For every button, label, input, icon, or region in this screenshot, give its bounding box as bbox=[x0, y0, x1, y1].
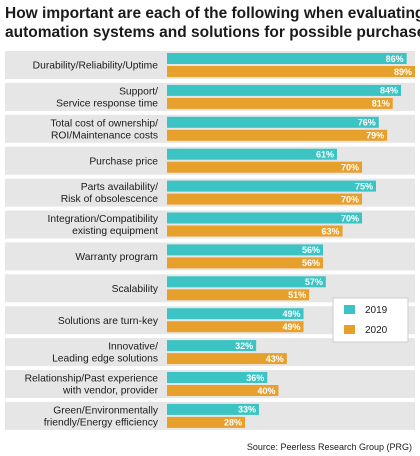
source-note: Source: Peerless Research Group (PRG) bbox=[247, 442, 412, 452]
legend-label-2019: 2019 bbox=[365, 305, 388, 316]
bar-2019 bbox=[167, 403, 259, 415]
chart-title-line-1: How important are each of the following … bbox=[5, 5, 420, 22]
legend-label-2020: 2020 bbox=[365, 325, 388, 336]
category-row: Durability/Reliability/Uptime 86% 89% bbox=[5, 51, 415, 79]
category-label: Total cost of ownership/ bbox=[50, 118, 158, 129]
category-label: Solutions are turn-key bbox=[58, 316, 159, 327]
value-label-2019: 76% bbox=[358, 118, 376, 128]
value-label-2019: 75% bbox=[355, 181, 373, 191]
category-label: Leading edge solutions bbox=[52, 354, 158, 365]
value-label-2019: 86% bbox=[386, 54, 404, 64]
category-row: Warranty program 56% 56% bbox=[5, 242, 415, 271]
category-label: Innovative/ bbox=[108, 342, 158, 353]
value-label-2020: 56% bbox=[302, 258, 320, 268]
category-label: Green/Environmentally bbox=[53, 406, 159, 417]
category-label: Risk of obsolescence bbox=[61, 194, 159, 205]
value-label-2019: 61% bbox=[316, 150, 334, 160]
value-label-2020: 70% bbox=[341, 163, 359, 173]
bar-2019 bbox=[167, 84, 402, 96]
bar-2020 bbox=[167, 193, 363, 205]
value-label-2020: 63% bbox=[322, 226, 340, 236]
value-label-2020: 28% bbox=[224, 418, 242, 428]
bar-2020 bbox=[167, 66, 415, 77]
bar-2020 bbox=[167, 385, 279, 396]
category-row: Total cost of ownership/ROI/Maintenance … bbox=[5, 114, 415, 143]
category-label: Warranty program bbox=[75, 252, 158, 263]
category-label: Scalability bbox=[112, 284, 159, 295]
category-label: ROI/Maintenance costs bbox=[51, 130, 158, 141]
value-label-2019: 57% bbox=[305, 277, 323, 287]
value-label-2020: 70% bbox=[341, 194, 359, 204]
value-label-2020: 40% bbox=[257, 386, 275, 396]
bar-2019 bbox=[167, 244, 324, 256]
legend-swatch-2019 bbox=[344, 305, 355, 314]
legend: 2019 2020 bbox=[332, 297, 409, 343]
category-row: Support/Service response time 84% 81% bbox=[5, 82, 415, 111]
category-label: Purchase price bbox=[89, 156, 158, 167]
value-label-2019: 33% bbox=[238, 405, 256, 415]
bar-2020 bbox=[167, 129, 388, 141]
category-label: friendly/Energy efficiency bbox=[44, 418, 159, 429]
bar-2019 bbox=[167, 180, 376, 192]
bar-2020 bbox=[167, 289, 310, 301]
bar-2019 bbox=[167, 308, 304, 320]
legend-swatch-2020 bbox=[344, 325, 355, 334]
bar-2019 bbox=[167, 212, 363, 224]
bar-2020 bbox=[167, 353, 287, 365]
category-row: Parts availability/Risk of obsolescence 7… bbox=[5, 178, 415, 207]
bar-2019 bbox=[167, 340, 257, 352]
bar-2019 bbox=[167, 53, 407, 64]
value-label-2019: 70% bbox=[341, 213, 359, 223]
category-label: Parts availability/ bbox=[81, 182, 158, 193]
value-label-2019: 49% bbox=[283, 309, 301, 319]
value-label-2020: 79% bbox=[366, 131, 384, 141]
bar-2019 bbox=[167, 148, 337, 160]
value-label-2020: 89% bbox=[394, 67, 412, 77]
category-row: Purchase price 61% 70% bbox=[5, 146, 415, 175]
plot-area: Durability/Reliability/Uptime 86% 89% Suppo… bbox=[5, 51, 415, 430]
category-label: Relationship/Past experience bbox=[25, 374, 159, 385]
value-label-2020: 49% bbox=[283, 322, 301, 332]
value-label-2019: 32% bbox=[235, 341, 253, 351]
value-label-2020: 51% bbox=[288, 290, 306, 300]
value-label-2020: 81% bbox=[372, 99, 390, 109]
bar-2020 bbox=[167, 161, 363, 173]
category-label: with vendor, provider bbox=[62, 386, 159, 397]
value-label-2020: 43% bbox=[266, 354, 284, 364]
bar-2020 bbox=[167, 416, 246, 428]
category-row: Innovative/Leading edge solutions 32% 43% bbox=[5, 338, 415, 367]
bar-2020 bbox=[167, 257, 324, 269]
value-label-2019: 56% bbox=[302, 245, 320, 255]
value-label-2019: 84% bbox=[380, 86, 398, 96]
category-label: Service response time bbox=[56, 99, 158, 110]
bar-2019 bbox=[167, 276, 326, 288]
bar-2020 bbox=[167, 321, 304, 333]
category-label: Durability/Reliability/Uptime bbox=[33, 61, 159, 72]
chart-title-line-2: automation systems and solutions for pos… bbox=[5, 24, 420, 41]
bar-2020 bbox=[167, 97, 393, 109]
bar-2019 bbox=[167, 372, 268, 383]
category-label: existing equipment bbox=[72, 226, 158, 237]
category-label: Support/ bbox=[119, 87, 158, 98]
bar-2019 bbox=[167, 116, 379, 128]
bar-2020 bbox=[167, 225, 343, 237]
value-label-2019: 36% bbox=[246, 373, 264, 383]
category-label: Integration/Compatibility bbox=[48, 214, 159, 225]
